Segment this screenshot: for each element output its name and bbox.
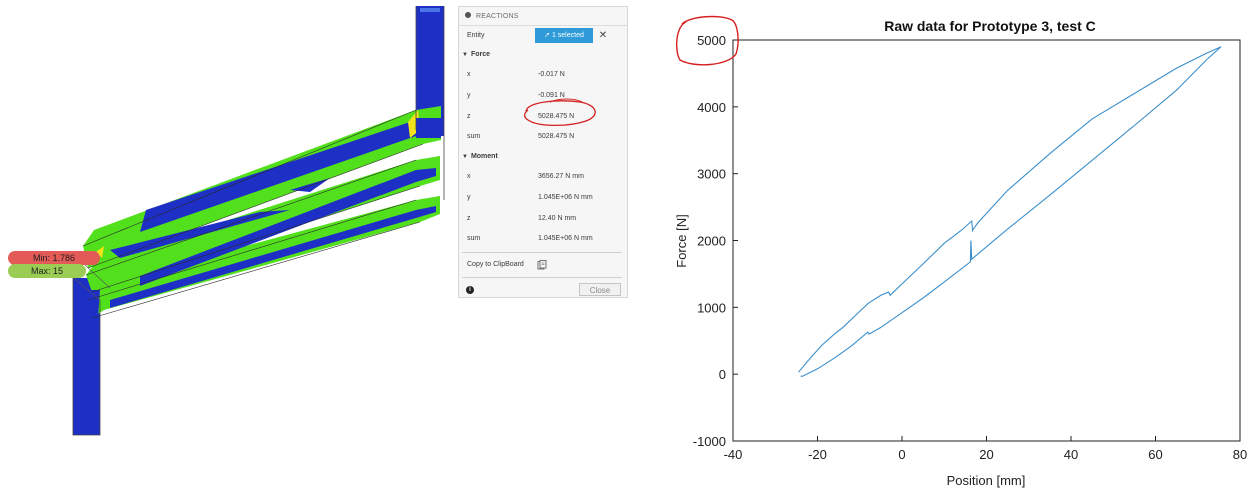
cursor-arrow-icon: ➚ xyxy=(544,32,550,39)
x-tick-label: 40 xyxy=(1064,447,1078,462)
force-row-y: y -0.091 N xyxy=(459,90,627,102)
copy-row: Copy to ClipBoard xyxy=(459,259,627,271)
moment-z-label: z xyxy=(467,215,471,222)
clipboard-icon[interactable] xyxy=(537,260,547,270)
caret-down-icon: ▼ xyxy=(462,52,468,58)
x-tick-label: 80 xyxy=(1233,447,1247,462)
y-tick-label: 0 xyxy=(719,367,726,382)
y-tick-label: -1000 xyxy=(693,434,726,449)
clear-selection-icon[interactable]: ✕ xyxy=(598,30,608,41)
max-value-tag[interactable]: Max: 15 xyxy=(8,264,86,278)
panel-title: REACTIONS xyxy=(476,13,519,20)
moment-sum-label: sum xyxy=(467,235,481,242)
y-tick-label: 1000 xyxy=(697,300,726,315)
moment-x-value: 3656.27 N mm xyxy=(538,173,584,180)
x-tick-label: 20 xyxy=(979,447,993,462)
panel-header: REACTIONS xyxy=(465,12,519,22)
x-tick-label: -20 xyxy=(808,447,827,462)
close-button[interactable]: Close xyxy=(579,283,621,296)
force-row-z: z 5028.475 N xyxy=(459,111,627,123)
divider xyxy=(459,25,627,26)
moment-row-x: x 3656.27 N mm xyxy=(459,171,627,183)
force-row-x: x -0.017 N xyxy=(459,69,627,81)
reactions-panel: REACTIONS Entity ➚ 1 selected ✕ ▼ Force x… xyxy=(458,6,628,298)
force-z-label: z xyxy=(467,113,471,120)
moment-z-value: 12.40 N mm xyxy=(538,215,577,222)
force-row-sum: sum 5028.475 N xyxy=(459,131,627,143)
force-x-label: x xyxy=(467,71,471,78)
y-tick-label: 2000 xyxy=(697,234,726,249)
moment-row-sum: sum 1.045E+06 N mm xyxy=(459,233,627,245)
divider xyxy=(462,252,622,253)
x-tick-label: 60 xyxy=(1148,447,1162,462)
moment-y-value: 1.045E+06 N mm xyxy=(538,194,593,201)
force-section-label: Force xyxy=(470,51,491,58)
entity-selection-label: 1 selected xyxy=(551,32,584,39)
moment-y-label: y xyxy=(467,194,471,201)
chart-title: Raw data for Prototype 3, test C xyxy=(884,18,1096,34)
stress-model xyxy=(59,6,445,436)
force-sum-label: sum xyxy=(467,133,481,140)
y-tick-label: 3000 xyxy=(697,167,726,182)
force-y-label: y xyxy=(467,92,471,99)
force-y-value: -0.091 N xyxy=(538,92,565,99)
moment-row-z: z 12.40 N mm xyxy=(459,213,627,225)
x-axis-label: Position [mm] xyxy=(947,473,1026,488)
copy-to-clipboard-label[interactable]: Copy to ClipBoard xyxy=(467,261,524,268)
moment-row-y: y 1.045E+06 N mm xyxy=(459,192,627,204)
x-tick-label: 0 xyxy=(898,447,905,462)
info-icon[interactable]: i xyxy=(466,286,474,294)
y-axis-label: Force [N] xyxy=(674,214,689,267)
moment-sum-value: 1.045E+06 N mm xyxy=(538,235,593,242)
caret-down-icon: ▼ xyxy=(462,154,468,160)
fem-model-view[interactable] xyxy=(0,0,455,492)
arm-middle xyxy=(86,156,440,292)
moment-section-label: Moment xyxy=(470,153,498,160)
force-z-value: 5028.475 N xyxy=(538,113,575,120)
divider xyxy=(462,277,622,278)
force-x-value: -0.017 N xyxy=(538,71,565,78)
entity-label: Entity xyxy=(467,32,485,39)
moment-x-label: x xyxy=(467,173,471,180)
entity-selection-button[interactable]: ➚ 1 selected xyxy=(535,28,593,43)
ytick-5000-annotation-circle xyxy=(675,15,739,66)
panel-collapse-icon[interactable] xyxy=(465,12,471,19)
moment-section-header[interactable]: ▼ Moment xyxy=(462,151,498,163)
y-tick-label: 5000 xyxy=(697,33,726,48)
z-value-annotation-circle xyxy=(523,98,596,127)
entity-row: Entity xyxy=(459,30,627,42)
x-tick-label: -40 xyxy=(724,447,743,462)
y-tick-label: 4000 xyxy=(697,100,726,115)
force-section-header[interactable]: ▼ Force xyxy=(462,49,490,61)
y-axis-ticks: -1000 0 1000 2000 3000 4000 5000 xyxy=(693,33,738,449)
force-sum-value: 5028.475 N xyxy=(538,133,575,140)
force-position-chart: Raw data for Prototype 3, test C -1000 0 1… xyxy=(674,15,1247,488)
force-position-series xyxy=(798,46,1222,377)
x-axis-ticks: -40 -20 0 20 40 60 80 xyxy=(724,436,1247,462)
min-value-tag[interactable]: Min: 1.786 xyxy=(8,251,100,265)
